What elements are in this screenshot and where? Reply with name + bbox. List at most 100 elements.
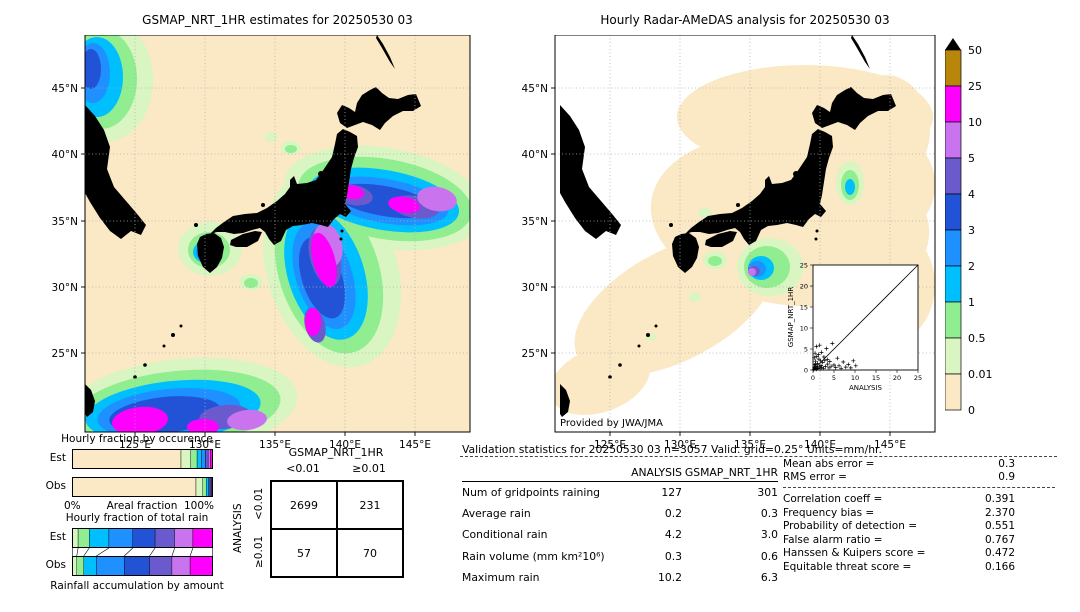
contingency-row-label: <0.01 — [253, 487, 265, 521]
totalrain-obs-bar — [72, 556, 213, 576]
score-row: Hanssen & Kuipers score = 0.472 — [783, 547, 1015, 560]
occurrence-est-bar — [72, 449, 213, 469]
svg-text:0: 0 — [968, 404, 975, 417]
svg-text:30°N: 30°N — [522, 282, 548, 294]
svg-text:130°E: 130°E — [664, 439, 696, 451]
svg-text:0: 0 — [804, 366, 808, 374]
contingency-col-label: ≥0.01 — [352, 462, 386, 475]
svg-text:125°E: 125°E — [594, 439, 626, 451]
map-axes: 45°N 40°N 35°N 30°N 25°N 125°E 130°E 135°E 140°E… — [522, 35, 935, 451]
precipitation-field — [555, 65, 935, 415]
score-row: Frequency bias = 2.370 — [783, 506, 1015, 519]
map-axes: 45°N 40°N 35°N 30°N 25°N 125°E 130°E 135°E 140°E… — [52, 35, 470, 451]
occurrence-title: Hourly fraction by occurence — [61, 433, 213, 445]
svg-text:25°N: 25°N — [522, 348, 548, 360]
svg-text:145°E: 145°E — [874, 439, 906, 451]
validation-stat-row: Maximum rain 10.2 6.3 — [462, 570, 778, 584]
accumulation-title: Rainfall accumulation by amount — [50, 580, 224, 592]
svg-text:135°E: 135°E — [734, 439, 766, 451]
svg-text:1: 1 — [968, 296, 975, 309]
score-row: Correlation coeff = 0.391 — [783, 492, 1015, 505]
obs-label: Obs — [45, 480, 66, 492]
svg-text:140°E: 140°E — [804, 439, 836, 451]
svg-text:ANALYSIS: ANALYSIS — [849, 384, 883, 392]
svg-text:20: 20 — [800, 282, 808, 290]
pct100-label: 100% — [184, 500, 215, 512]
svg-text:3: 3 — [968, 224, 975, 237]
contingency-row-group: ANALYSIS — [232, 503, 244, 553]
validation-table: ANALYSIS GSMAP_NRT_1HR Num of gridpoints… — [462, 463, 778, 588]
score-list: Mean abs error = 0.3 RMS error = 0.9 Correla… — [783, 457, 1055, 574]
score-row: Equitable threat score = 0.166 — [783, 560, 1015, 573]
svg-text:45°N: 45°N — [52, 83, 78, 95]
svg-text:125°E: 125°E — [119, 439, 151, 451]
svg-text:50: 50 — [968, 44, 982, 57]
gsmap-precipitation-map: 45°N 40°N 35°N 30°N 25°N 125°E 130°E 135°E 140°E… — [52, 35, 471, 451]
svg-text:30°N: 30°N — [52, 282, 78, 294]
svg-text:35°N: 35°N — [522, 216, 548, 228]
svg-text:15: 15 — [800, 303, 808, 311]
validation-table-header: ANALYSIS GSMAP_NRT_1HR — [462, 463, 778, 482]
contingency-col-group: GSMAP_NRT_1HR — [288, 446, 384, 459]
validation-stat-row: Conditional rain 4.2 3.0 — [462, 528, 778, 542]
left-map-title: GSMAP_NRT_1HR estimates for 20250530 03 — [142, 13, 413, 27]
svg-text:135°E: 135°E — [259, 439, 291, 451]
svg-text:5: 5 — [804, 345, 808, 353]
svg-text:40°N: 40°N — [522, 149, 548, 161]
svg-text:25: 25 — [968, 80, 982, 93]
svg-text:0.01: 0.01 — [968, 368, 993, 381]
svg-text:GSMAP_NRT_1HR: GSMAP_NRT_1HR — [787, 287, 795, 348]
svg-text:4: 4 — [968, 188, 975, 201]
est-label: Est — [49, 452, 66, 464]
contingency-row-label: ≥0.01 — [253, 535, 265, 569]
svg-text:2: 2 — [968, 260, 975, 273]
svg-text:10: 10 — [851, 374, 859, 382]
svg-text:10: 10 — [968, 116, 982, 129]
divider-dashed — [460, 456, 1057, 457]
svg-text:25°N: 25°N — [52, 348, 78, 360]
svg-text:40°N: 40°N — [52, 149, 78, 161]
map-frame — [554, 35, 936, 433]
contingency-cell: 57 — [271, 529, 337, 577]
score-row: Probability of detection = 0.551 — [783, 520, 1015, 533]
credit-text: Provided by JWA/JMA — [560, 418, 663, 429]
svg-text:5: 5 — [832, 374, 836, 382]
contingency-cell: 231 — [337, 481, 403, 529]
svg-text:140°E: 140°E — [329, 439, 361, 451]
svg-text:130°E: 130°E — [189, 439, 221, 451]
col-gsmap: GSMAP_NRT_1HR — [684, 465, 778, 479]
est-label: Est — [49, 531, 66, 543]
scores-divider — [783, 487, 1055, 489]
col-analysis: ANALYSIS — [631, 465, 682, 479]
validation-stat-row: Rain volume (mm km²10⁶) 0.3 0.6 — [462, 549, 778, 563]
svg-text:0: 0 — [811, 374, 815, 382]
totalrain-title: Hourly fraction of total rain — [65, 512, 209, 524]
svg-text:45°N: 45°N — [522, 83, 548, 95]
radar-amedas-map: 45°N 40°N 35°N 30°N 25°N 125°E 130°E 135°E 140°E… — [522, 35, 936, 451]
validation-header: Validation statistics for 20250530 03 n=… — [462, 443, 882, 456]
occurrence-obs-bar — [72, 477, 213, 497]
validation-stat-row: Num of gridpoints raining 127 301 — [462, 486, 778, 500]
map-frame — [84, 35, 471, 433]
contingency-col-label: <0.01 — [286, 462, 320, 475]
colorbar-legend: 50 25 10 5 4 3 2 1 0.5 0.01 0 — [945, 38, 993, 417]
contingency-cell: 70 — [337, 529, 403, 577]
scatter-inset: 00 5 5 10 10 15 15 20 20 25 25 ANALYSIS GSMAP_NRT_1H… — [787, 261, 922, 392]
totalrain-est-bar — [72, 528, 213, 548]
right-map-title: Hourly Radar-AMeDAS analysis for 2025053… — [600, 13, 890, 27]
svg-text:25: 25 — [800, 261, 808, 269]
contingency-table: 2699 231 57 70 — [270, 480, 404, 578]
score-row: False alarm ratio = 0.767 — [783, 533, 1015, 546]
validation-stat-row: Average rain 0.2 0.3 — [462, 507, 778, 521]
validation-rows: Num of gridpoints raining 127 301 Average r… — [462, 482, 778, 588]
svg-text:20: 20 — [893, 374, 901, 382]
svg-text:0.5: 0.5 — [968, 332, 986, 345]
svg-text:10: 10 — [800, 324, 808, 332]
pct0-label: 0% — [64, 500, 81, 512]
score-row: RMS error = 0.9 — [783, 471, 1015, 484]
svg-text:145°E: 145°E — [399, 439, 431, 451]
contingency-cell: 2699 — [271, 481, 337, 529]
svg-text:25: 25 — [914, 374, 922, 382]
svg-text:5: 5 — [968, 152, 975, 165]
